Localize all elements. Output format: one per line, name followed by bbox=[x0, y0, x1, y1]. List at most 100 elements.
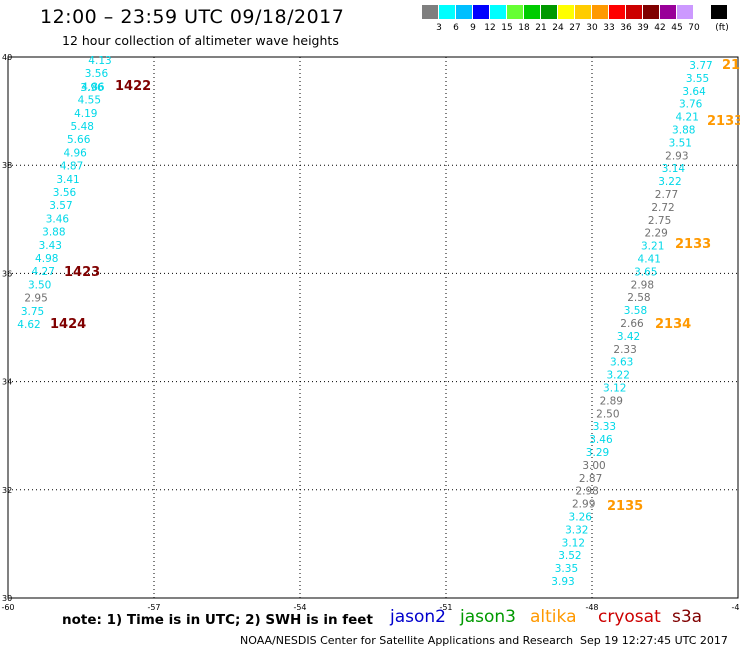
satellite-s3a: s3a bbox=[672, 607, 703, 627]
wave-height-label: 3.26 bbox=[569, 512, 593, 524]
lon-tick-label: -54 bbox=[293, 603, 306, 612]
wave-height-label: 3.88 bbox=[672, 125, 695, 137]
legend-swatch bbox=[643, 5, 659, 19]
wave-height-label: 3.75 bbox=[21, 306, 44, 318]
wave-height-label: 4.86 bbox=[81, 81, 105, 93]
legend-label: 42 bbox=[654, 23, 666, 33]
time-label: 2133 bbox=[707, 114, 740, 129]
wave-height-label: 3.52 bbox=[558, 550, 581, 562]
wave-height-label: 2.98 bbox=[575, 486, 598, 498]
wave-height-label: 2.75 bbox=[648, 215, 671, 227]
wave-height-label: 2.58 bbox=[627, 292, 650, 304]
wave-height-label: 5.66 bbox=[67, 134, 91, 146]
credit-text: NOAA/NESDIS Center for Satellite Applica… bbox=[240, 634, 574, 647]
lon-tick-label: -48 bbox=[585, 603, 598, 612]
wave-height-label: 3.46 bbox=[589, 434, 613, 446]
timestamp-text: Sep 19 12:27:45 UTC 2017 bbox=[580, 634, 728, 647]
legend-swatch bbox=[490, 5, 506, 19]
legend-unit: (ft) bbox=[715, 23, 729, 33]
note-text: note: 1) Time is in UTC; 2) SWH is in fe… bbox=[62, 612, 373, 628]
legend-swatch bbox=[575, 5, 591, 19]
page-subtitle: 12 hour collection of altimeter wave hei… bbox=[62, 33, 339, 48]
legend-label: 39 bbox=[637, 23, 649, 33]
legend-label: 15 bbox=[501, 23, 513, 33]
legend-label: 21 bbox=[535, 23, 547, 33]
wave-height-label: 3.77 bbox=[689, 60, 712, 72]
wave-height-label: 3.35 bbox=[555, 563, 578, 575]
lon-tick-label: -57 bbox=[147, 603, 160, 612]
wave-height-label: 3.93 bbox=[551, 576, 574, 588]
time-label: 2134 bbox=[655, 317, 691, 332]
wave-height-label: 2.87 bbox=[579, 473, 602, 485]
legend-label: 70 bbox=[688, 23, 700, 33]
wave-height-label: 5.48 bbox=[71, 121, 94, 133]
wave-height-label: 3.32 bbox=[565, 524, 588, 536]
wave-height-label: 3.64 bbox=[682, 86, 706, 98]
legend-swatch bbox=[660, 5, 676, 19]
legend-swatch bbox=[609, 5, 625, 19]
wave-height-label: 3.76 bbox=[679, 99, 703, 111]
lon-tick-label: -51 bbox=[439, 603, 452, 612]
wave-height-label: 2.89 bbox=[600, 395, 623, 407]
lat-tick-label: 38 bbox=[2, 161, 12, 170]
lat-tick-label: 36 bbox=[2, 269, 12, 278]
legend-swatch bbox=[422, 5, 438, 19]
wave-height-label: 3.12 bbox=[603, 383, 626, 395]
legend-swatch bbox=[558, 5, 574, 19]
map-axes: -60 -57 -54 -51 -48 -45 40 38 36 34 32 30 bbox=[1, 53, 740, 612]
wave-height-label: 3.42 bbox=[617, 331, 640, 343]
wave-height-label: 3.22 bbox=[658, 176, 681, 188]
legend-label: 6 bbox=[453, 23, 459, 33]
legend-label: 36 bbox=[620, 23, 632, 33]
lat-tick-label: 34 bbox=[2, 378, 12, 387]
wave-height-label: 3.14 bbox=[662, 163, 686, 175]
legend-label: 27 bbox=[569, 23, 581, 33]
wave-height-label: 2.77 bbox=[655, 189, 678, 201]
wave-height-label: 2.29 bbox=[644, 228, 667, 240]
legend-label: 45 bbox=[671, 23, 683, 33]
legend-swatch bbox=[524, 5, 540, 19]
wave-height-label: 2.50 bbox=[596, 408, 619, 420]
wave-height-label: 3.51 bbox=[669, 137, 692, 149]
satellite-altika: altika bbox=[530, 607, 577, 627]
satellite-jason3: jason3 bbox=[460, 607, 516, 627]
lat-tick-label: 32 bbox=[2, 486, 12, 495]
legend-swatch bbox=[694, 5, 710, 19]
legend-swatch bbox=[711, 5, 727, 19]
legend-swatch bbox=[507, 5, 523, 19]
time-label: 2133 bbox=[675, 237, 711, 252]
page-title: 12:00 – 23:59 UTC 09/18/2017 bbox=[40, 6, 345, 28]
wave-height-label: 2.33 bbox=[613, 344, 636, 356]
wave-height-label: 2.72 bbox=[651, 202, 674, 214]
wave-height-label: 4.98 bbox=[35, 253, 58, 265]
wave-height-label: 4.62 bbox=[17, 319, 40, 331]
altimeter-tracks: 4.133.564.864.554.195.485.664.964.873.41… bbox=[17, 55, 740, 588]
legend-swatch bbox=[541, 5, 557, 19]
satellite-jason2: jason2 bbox=[390, 607, 446, 627]
legend-swatch bbox=[626, 5, 642, 19]
satellite-cryosat: cryosat bbox=[598, 607, 661, 627]
lon-tick-label: -45 bbox=[731, 603, 740, 612]
legend-swatch bbox=[456, 5, 472, 19]
wave-height-label: 2.66 bbox=[620, 318, 644, 330]
wave-height-label: 4.41 bbox=[638, 254, 661, 266]
wave-height-label: 2.95 bbox=[24, 293, 47, 305]
legend-label: 9 bbox=[470, 23, 476, 33]
legend-label: 3 bbox=[436, 23, 442, 33]
legend-swatch bbox=[439, 5, 455, 19]
wave-height-label: 3.12 bbox=[562, 537, 585, 549]
wave-height-label: 3.29 bbox=[586, 447, 609, 459]
wave-height-label: 3.58 bbox=[624, 305, 647, 317]
wave-height-label: 3.57 bbox=[49, 200, 72, 212]
wave-height-label: 4.87 bbox=[60, 161, 83, 173]
wave-height-label: 3.63 bbox=[610, 357, 633, 369]
lat-tick-label: 30 bbox=[2, 594, 12, 603]
legend-label: 18 bbox=[518, 23, 530, 33]
wave-height-label: 3.50 bbox=[28, 279, 51, 291]
wave-height-label: 3.88 bbox=[42, 227, 65, 239]
wave-height-label: 3.22 bbox=[607, 370, 630, 382]
wave-height-label: 3.21 bbox=[641, 241, 664, 253]
legend-label: 33 bbox=[603, 23, 615, 33]
lat-tick-label: 40 bbox=[2, 53, 12, 62]
wave-height-label: 3.56 bbox=[53, 187, 77, 199]
